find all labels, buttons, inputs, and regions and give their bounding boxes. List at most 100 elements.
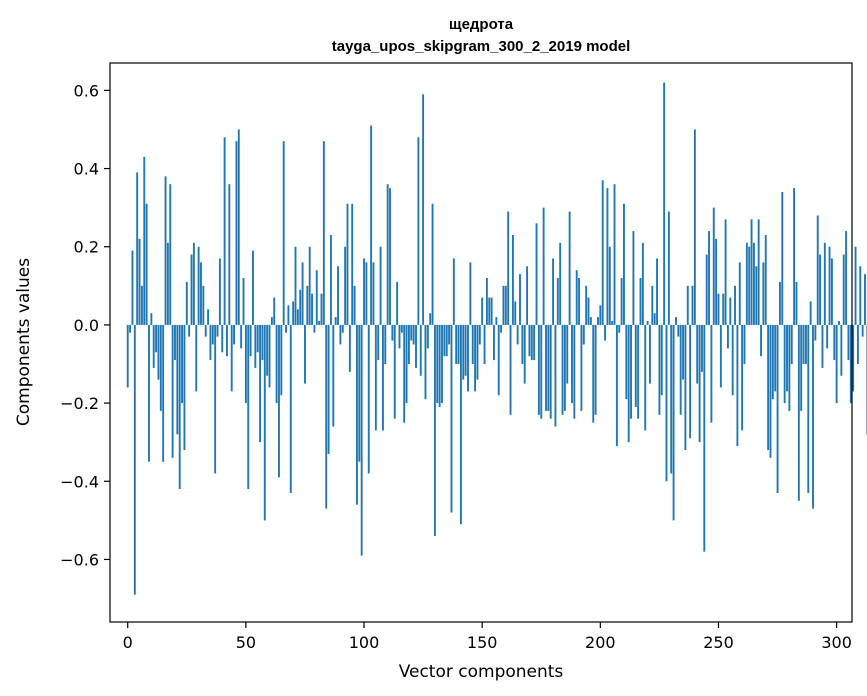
bar-283 xyxy=(795,281,798,325)
bar-219 xyxy=(644,324,647,431)
bar-102 xyxy=(367,324,370,474)
bar-16 xyxy=(164,176,167,325)
y-tick-label: −0.6 xyxy=(60,550,99,569)
bar-11 xyxy=(152,324,155,368)
bar-20 xyxy=(174,324,176,361)
bar-307 xyxy=(852,324,855,392)
bar-44 xyxy=(230,324,233,392)
bar-265 xyxy=(752,242,755,325)
y-tick-label: 0.0 xyxy=(74,316,99,335)
bar-160 xyxy=(504,285,507,325)
bar-116 xyxy=(400,324,403,333)
bar-303 xyxy=(842,254,845,325)
bar-124 xyxy=(419,324,422,376)
bar-201 xyxy=(601,180,604,325)
bar-180 xyxy=(552,258,555,325)
bar-71 xyxy=(294,246,297,325)
bar-165 xyxy=(516,324,519,345)
bar-83 xyxy=(322,141,325,325)
bar-53 xyxy=(252,250,254,325)
bar-164 xyxy=(514,301,517,325)
bar-148 xyxy=(476,324,479,380)
bar-37 xyxy=(214,324,217,474)
bar-242 xyxy=(698,324,701,443)
bar-107 xyxy=(379,246,382,325)
bar-72 xyxy=(296,309,299,325)
y-axis-ticks: −0.6 −0.4 −0.2 0.0 0.2 0.4 0.6 xyxy=(60,81,110,569)
bar-177 xyxy=(545,324,547,411)
bar-75 xyxy=(304,324,306,384)
bar-254 xyxy=(726,324,729,349)
bar-42 xyxy=(226,324,228,357)
bar-153 xyxy=(488,297,491,325)
bar-55 xyxy=(256,324,259,353)
bars-group xyxy=(126,82,867,595)
bar-232 xyxy=(675,317,677,325)
y-axis-label: Components values xyxy=(14,258,34,426)
bar-155 xyxy=(493,324,495,361)
y-tick-label: 0.2 xyxy=(74,238,99,257)
bar-170 xyxy=(528,324,531,357)
bar-65 xyxy=(280,324,283,396)
bar-287 xyxy=(804,324,807,364)
bar-97 xyxy=(355,324,358,505)
bar-46 xyxy=(235,141,238,325)
bar-278 xyxy=(783,324,786,404)
bar-240 xyxy=(693,129,696,325)
bar-200 xyxy=(599,305,602,325)
bar-249 xyxy=(715,238,718,325)
bar-49 xyxy=(242,278,245,325)
bar-5 xyxy=(138,238,141,325)
bar-96 xyxy=(353,285,356,325)
bar-226 xyxy=(660,324,663,396)
y-tick-label: −0.4 xyxy=(60,472,99,491)
bar-119 xyxy=(407,324,410,364)
bar-304 xyxy=(845,231,848,325)
bar-179 xyxy=(549,324,552,419)
bar-216 xyxy=(637,324,640,419)
bar-63 xyxy=(275,324,278,404)
bar-246 xyxy=(708,231,710,325)
bar-111 xyxy=(389,188,391,325)
bar-101 xyxy=(365,262,368,325)
bar-129 xyxy=(431,203,434,325)
bar-292 xyxy=(816,215,819,325)
bar-52 xyxy=(249,324,252,357)
bar-311 xyxy=(861,324,864,337)
bar-310 xyxy=(859,266,862,325)
bar-308 xyxy=(854,246,857,325)
bar-189 xyxy=(573,324,576,419)
y-tick-label: −0.2 xyxy=(60,394,99,413)
bar-54 xyxy=(254,324,257,368)
bar-134 xyxy=(443,324,446,357)
bar-147 xyxy=(474,324,477,392)
bar-167 xyxy=(521,324,524,364)
bar-223 xyxy=(653,313,656,325)
bar-229 xyxy=(667,211,670,325)
bar-152 xyxy=(485,278,488,325)
bar-23 xyxy=(181,324,184,404)
bar-204 xyxy=(608,246,611,325)
bar-198 xyxy=(594,324,597,415)
plot-frame xyxy=(109,62,853,623)
bar-84 xyxy=(325,324,328,509)
bar-238 xyxy=(689,324,692,439)
bar-121 xyxy=(412,324,415,345)
bar-104 xyxy=(372,262,375,325)
bar-273 xyxy=(771,324,774,400)
bar-105 xyxy=(374,324,377,431)
bar-169 xyxy=(526,266,529,325)
bar-281 xyxy=(790,324,793,364)
y-tick-label: 0.6 xyxy=(74,81,99,100)
bar-51 xyxy=(247,324,250,490)
bar-22 xyxy=(178,324,181,490)
bar-113 xyxy=(393,324,396,419)
bar-100 xyxy=(363,258,365,325)
bar-158 xyxy=(500,324,503,333)
bar-161 xyxy=(507,211,510,325)
bar-25 xyxy=(185,281,188,325)
x-tick-label: 0 xyxy=(123,633,133,652)
bar-135 xyxy=(445,324,448,357)
bar-256 xyxy=(731,324,734,396)
x-tick-label: 250 xyxy=(703,633,734,652)
